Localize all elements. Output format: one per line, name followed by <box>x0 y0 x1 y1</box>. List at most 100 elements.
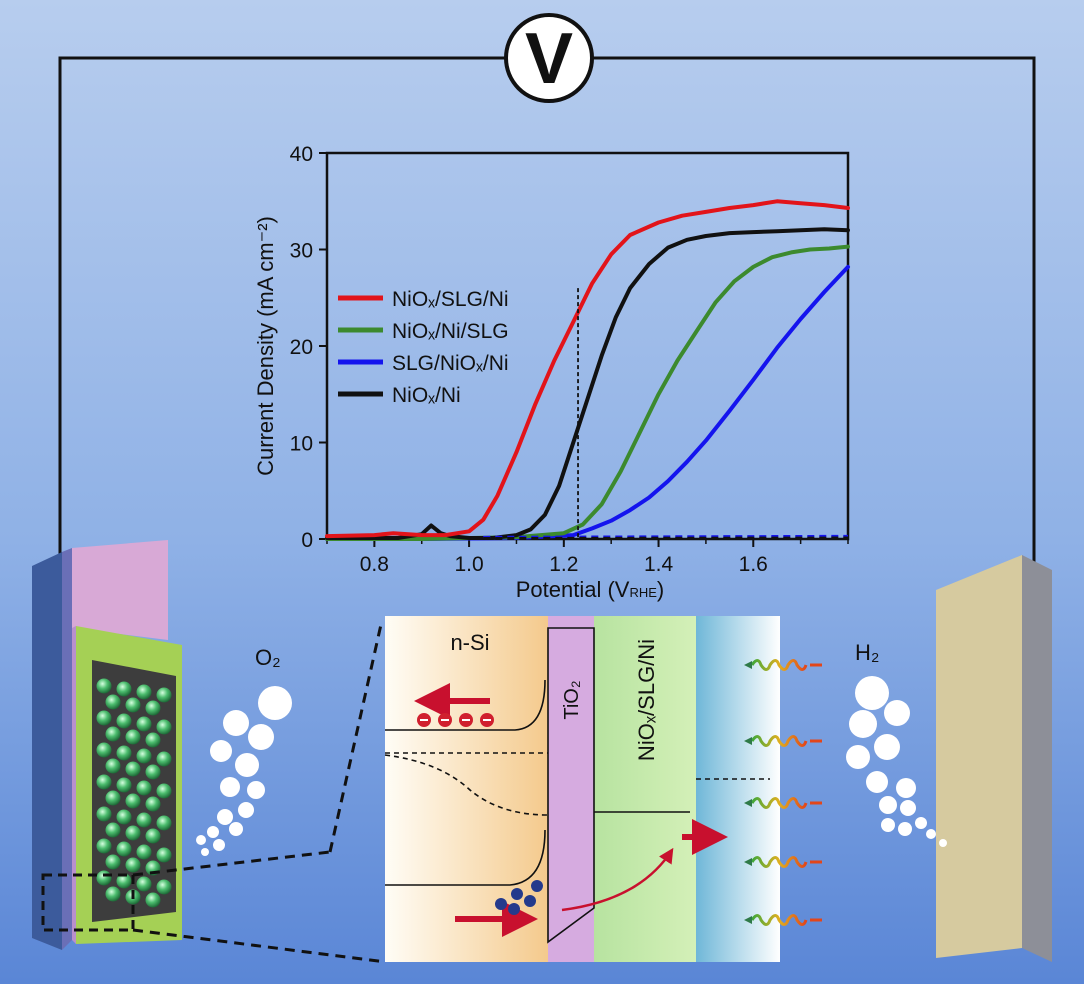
nanosphere <box>96 678 112 694</box>
zoom-region <box>41 873 135 932</box>
circuit-wire <box>58 56 1036 565</box>
o2-label: O₂ <box>255 645 281 670</box>
nanosphere <box>105 886 121 902</box>
y-tick-label: 0 <box>301 529 313 552</box>
nanosphere <box>145 700 161 716</box>
n-si-layer <box>385 616 550 962</box>
band-diagram-inset: n-Si TiO₂ NiOₓ/SLG/Ni <box>384 616 822 962</box>
light-wave <box>750 659 808 671</box>
nanosphere <box>136 812 152 828</box>
tio2-label: TiO₂ <box>561 680 583 719</box>
series-line-0 <box>325 199 850 539</box>
nanosphere <box>145 796 161 812</box>
series-line-1 <box>325 244 850 541</box>
light-wave <box>750 797 808 809</box>
quasi-fermi-level <box>384 754 549 816</box>
y-tick-label: 30 <box>290 240 313 263</box>
light-wave-arrowhead <box>744 916 752 924</box>
h2-label: H₂ <box>855 640 879 665</box>
o2-bubbles <box>196 686 292 856</box>
electrolyte-region <box>696 616 780 962</box>
nanosphere <box>136 716 152 732</box>
holes <box>495 880 543 915</box>
nanosphere <box>136 780 152 796</box>
nanosphere-array <box>96 678 172 908</box>
hole-flow <box>455 819 728 937</box>
light-wave <box>750 914 808 926</box>
nanosphere <box>96 742 112 758</box>
light-wave <box>750 856 808 868</box>
nanosphere <box>125 857 141 873</box>
x-tick-label: 0.8 <box>360 553 389 576</box>
nanosphere <box>156 751 172 767</box>
nanosphere <box>145 764 161 780</box>
nanosphere <box>156 783 172 799</box>
x-tick-label: 1.2 <box>549 553 578 576</box>
nanosphere <box>105 694 121 710</box>
electron-flow <box>414 683 494 727</box>
h2-bubbles <box>846 676 947 847</box>
nanosphere <box>125 729 141 745</box>
nanosphere <box>116 681 132 697</box>
nanosphere <box>116 713 132 729</box>
dark-curve <box>483 534 849 539</box>
catalyst-label: NiOₓ/SLG/Ni <box>634 639 659 761</box>
nanosphere <box>145 732 161 748</box>
legend-label: NiOₓ/Ni/SLG <box>392 320 509 343</box>
tio2-barrier <box>547 627 595 944</box>
nanosphere <box>156 719 172 735</box>
nanosphere <box>136 876 152 892</box>
n-si-label: n-Si <box>450 630 489 655</box>
x-axis-label: Potential (VRHE) <box>516 577 665 602</box>
incident-light <box>744 659 822 926</box>
zoom-lines <box>132 619 387 964</box>
nanosphere <box>136 844 152 860</box>
nanosphere <box>125 697 141 713</box>
nanosphere <box>145 892 161 908</box>
nanosphere <box>96 870 112 886</box>
nanosphere <box>156 815 172 831</box>
nanosphere <box>96 774 112 790</box>
nanosphere <box>136 684 152 700</box>
y-tick-label: 40 <box>290 143 313 166</box>
cathode <box>936 555 1052 962</box>
nanosphere <box>96 710 112 726</box>
nanosphere <box>105 822 121 838</box>
light-wave-arrowhead <box>744 661 752 669</box>
tio2-layer <box>548 616 594 962</box>
x-tick-label: 1.6 <box>739 553 768 576</box>
light-wave-arrowhead <box>744 858 752 866</box>
valence-band <box>385 829 546 886</box>
voltmeter-symbol: V <box>525 19 573 99</box>
nanosphere <box>156 687 172 703</box>
series-line-2 <box>325 264 850 541</box>
nanosphere <box>116 809 132 825</box>
nanosphere <box>105 758 121 774</box>
light-wave-arrowhead <box>744 799 752 807</box>
x-tick-label: 1.4 <box>644 553 674 576</box>
photoanode <box>32 540 182 950</box>
nanosphere <box>125 761 141 777</box>
y-tick-label: 10 <box>290 433 313 456</box>
light-wave-arrowhead <box>744 737 752 745</box>
voltmeter: V <box>504 13 594 103</box>
legend-label: NiOₓ/Ni <box>392 384 461 407</box>
nanosphere <box>116 873 132 889</box>
nanosphere <box>156 847 172 863</box>
x-tick-label: 1.0 <box>454 553 483 576</box>
nanosphere <box>105 790 121 806</box>
nanosphere <box>156 879 172 895</box>
nanosphere <box>105 726 121 742</box>
legend: NiOₓ/SLG/Ni NiOₓ/Ni/SLG SLG/NiOₓ/Ni NiOₓ/Ni <box>338 288 509 407</box>
legend-label: SLG/NiOₓ/Ni <box>392 352 509 375</box>
nanosphere <box>96 838 112 854</box>
y-tick-label: 20 <box>290 336 313 359</box>
y-axis-label: Current Density (mA cm⁻²) <box>253 216 278 476</box>
nanosphere <box>145 828 161 844</box>
nanosphere <box>125 793 141 809</box>
legend-label: NiOₓ/SLG/Ni <box>392 288 509 311</box>
nanosphere <box>136 748 152 764</box>
catalyst-layer <box>594 616 696 962</box>
